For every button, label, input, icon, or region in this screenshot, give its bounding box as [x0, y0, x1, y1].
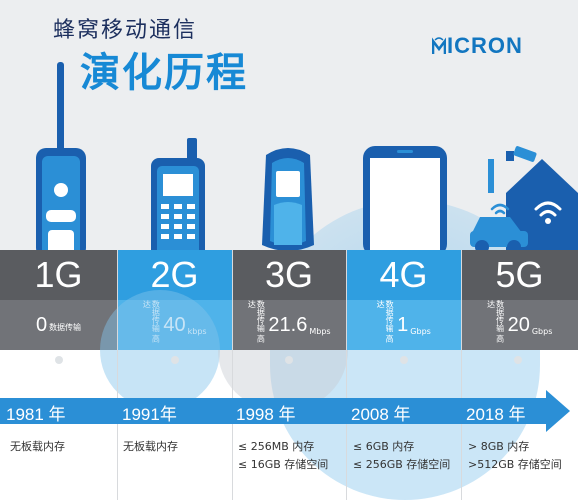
speed-unit: kbps [187, 327, 207, 336]
gen-4g: 4G 数据传输 高达 1 Gbps [346, 250, 461, 350]
smart-home-car-icon [470, 146, 578, 253]
year-label: 2008 年 [351, 405, 411, 424]
gen-label: 3G [264, 254, 314, 295]
gen-header: 3G [232, 250, 346, 300]
gen-label: 1G [34, 254, 83, 295]
gen-label: 5G [495, 254, 544, 295]
marker-dot [285, 356, 293, 364]
marker-dot [400, 356, 408, 364]
smartphone-icon [363, 146, 447, 252]
divider [346, 250, 347, 500]
speed-value: 21.6 [268, 313, 308, 336]
marker-dot [514, 356, 522, 364]
gen-header: 4G [346, 250, 461, 300]
speed-unit: Gbps [531, 327, 553, 336]
gen-header: 1G [0, 250, 117, 300]
memory-line: 无板载内存 [10, 440, 65, 453]
memory-line: ≤ 16GB 存储空间 [238, 458, 329, 471]
gen-speed: 0 数据传输 [0, 300, 117, 350]
gen-label: 4G [379, 254, 428, 295]
micron-logo: ICRON [432, 33, 523, 59]
year-label: 1981 年 [6, 405, 66, 424]
gen-5g: 5G 数据传输 高达 20 Gbps [461, 250, 578, 350]
gen-label: 2G [150, 254, 199, 295]
memory-line: > 8GB 内存 [468, 440, 530, 453]
speed-value: 40 [163, 313, 186, 336]
speed-unit: Mbps [309, 327, 331, 336]
page-title: 演化历程 [80, 50, 248, 96]
year-label: 1991年 [122, 405, 177, 424]
gen-speed: 数据传输 高达 1 Gbps [346, 300, 461, 350]
memory-line: ≤ 6GB 内存 [353, 440, 415, 453]
marker-dot [171, 356, 179, 364]
marker-dot [55, 356, 63, 364]
gen-header: 5G [461, 250, 578, 300]
memory-info: > 8GB 内存 >512GB 存储空间 [468, 438, 562, 474]
speed-unit: Gbps [410, 327, 431, 336]
gen-speed: 数据传输 高达 40 kbps [117, 300, 232, 350]
speed-text: 数据传输 高达 [486, 300, 505, 343]
gen-header: 2G [117, 250, 232, 300]
gen-3g: 3G 数据传输 高达 21.6 Mbps [232, 250, 346, 350]
memory-line: 无板载内存 [123, 440, 178, 453]
gen-1g: 1G 0 数据传输 [0, 250, 117, 350]
memory-info: 无板载内存 [123, 438, 178, 456]
speed-text: 数据传输 高达 [376, 300, 395, 343]
nokia-phone-icon [262, 148, 314, 251]
micron-logo-icon [432, 37, 446, 54]
timeline-bar [0, 398, 548, 424]
speed-text: 数据传输 [49, 323, 82, 332]
memory-line: ≤ 256GB 存储空间 [353, 458, 451, 471]
gen-speed: 数据传输 高达 21.6 Mbps [232, 300, 346, 350]
timeline-arrow-icon [546, 390, 570, 432]
speed-value: 1 [397, 313, 409, 336]
speed-value: 20 [507, 313, 530, 336]
year-label: 1998 年 [236, 405, 296, 424]
subtitle: 蜂窝移动通信 [53, 18, 198, 43]
divider [117, 250, 118, 500]
gen-2g: 2G 数据传输 高达 40 kbps [117, 250, 232, 350]
divider [461, 250, 462, 500]
memory-info: ≤ 6GB 内存 ≤ 256GB 存储空间 [353, 438, 450, 474]
memory-info: 无板载内存 [10, 438, 65, 456]
divider [232, 250, 233, 500]
candybar-phone-icon [151, 138, 205, 252]
year-label: 2018 年 [466, 405, 526, 424]
speed-text: 数据传输 高达 [247, 300, 266, 343]
memory-info: ≤ 256MB 内存 ≤ 16GB 存储空间 [238, 438, 328, 474]
logo-text: ICRON [447, 33, 523, 58]
gen-speed: 数据传输 高达 20 Gbps [461, 300, 578, 350]
bg-circle [100, 290, 220, 410]
speed-text: 数据传输 高达 [142, 300, 161, 343]
memory-line: ≤ 256MB 内存 [238, 440, 315, 453]
speed-value: 0 [35, 313, 48, 336]
brick-phone-icon [36, 62, 86, 255]
memory-line: >512GB 存储空间 [468, 458, 562, 471]
